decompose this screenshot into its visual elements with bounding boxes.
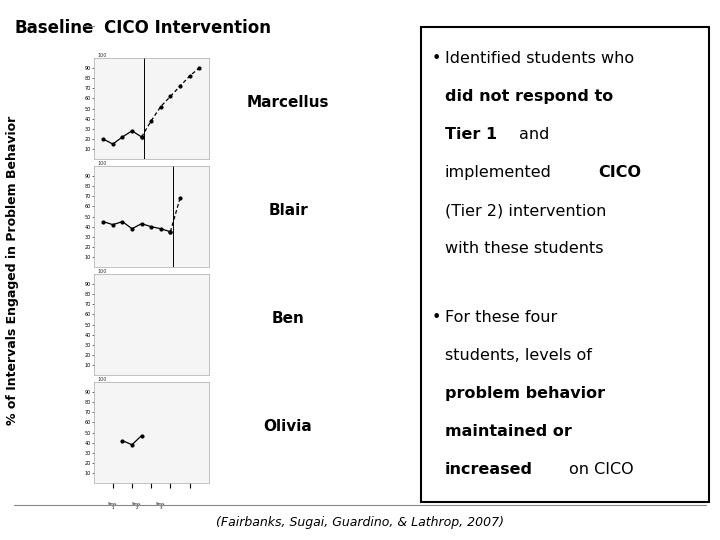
- Text: (Fairbanks, Sugai, Guardino, & Lathrop, 2007): (Fairbanks, Sugai, Guardino, & Lathrop, …: [216, 516, 504, 529]
- Text: problem behavior: problem behavior: [445, 386, 605, 401]
- Text: Sess
3: Sess 3: [156, 502, 166, 510]
- Text: CICO: CICO: [598, 165, 641, 180]
- Text: students, levels of: students, levels of: [445, 348, 592, 363]
- Text: Ben: Ben: [271, 311, 305, 326]
- Text: Tier 1: Tier 1: [445, 127, 497, 142]
- Text: CICO Intervention: CICO Intervention: [104, 19, 271, 37]
- Text: and: and: [518, 127, 549, 142]
- Text: —: —: [83, 20, 95, 33]
- Text: 100: 100: [97, 269, 107, 274]
- Text: (Tier 2) intervention: (Tier 2) intervention: [445, 203, 606, 218]
- Text: Marcellus: Marcellus: [247, 95, 329, 110]
- Text: on CICO: on CICO: [570, 462, 634, 477]
- Text: implemented: implemented: [445, 165, 552, 180]
- Text: 100: 100: [97, 53, 107, 58]
- Text: Sess
1: Sess 1: [108, 502, 117, 510]
- Text: Olivia: Olivia: [264, 419, 312, 434]
- Text: with these students: with these students: [445, 241, 603, 256]
- Text: 100: 100: [97, 161, 107, 166]
- Text: % of Intervals Engaged in Problem Behavior: % of Intervals Engaged in Problem Behavi…: [6, 116, 19, 424]
- Text: Baseline: Baseline: [14, 19, 94, 37]
- Text: did not respond to: did not respond to: [445, 89, 613, 104]
- Text: 100: 100: [97, 377, 107, 382]
- Text: •: •: [431, 310, 441, 325]
- Text: Blair: Blair: [268, 203, 308, 218]
- Text: Sess
2: Sess 2: [132, 502, 142, 510]
- Text: maintained or: maintained or: [445, 424, 572, 439]
- Text: •: •: [431, 51, 441, 66]
- Text: Identified students who: Identified students who: [445, 51, 634, 66]
- Text: increased: increased: [445, 462, 533, 477]
- Text: For these four: For these four: [445, 310, 557, 325]
